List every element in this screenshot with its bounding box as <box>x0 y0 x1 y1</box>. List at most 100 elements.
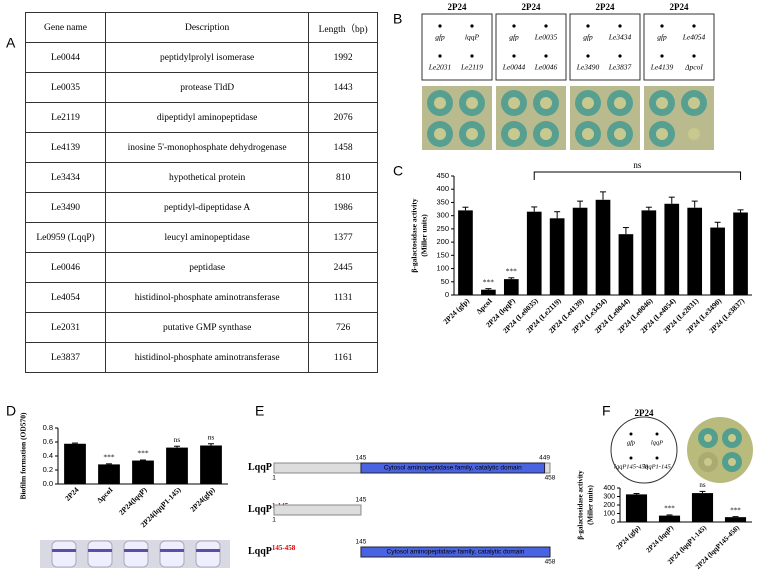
spot-label: Le2119 <box>460 63 483 72</box>
spot-dot <box>470 24 474 28</box>
table-cell: 1986 <box>308 192 378 223</box>
bar <box>658 515 681 522</box>
biofilm-ring <box>196 549 220 552</box>
bar <box>481 289 496 295</box>
y-tick-label: 400 <box>603 485 615 492</box>
plate-title: 2P24 <box>448 2 467 12</box>
error-bar <box>577 200 584 208</box>
biofilm-ring <box>88 549 112 552</box>
colony <box>614 128 626 140</box>
spot-dot <box>544 24 548 28</box>
error-bar <box>691 200 698 208</box>
x-tick-label: 2P24 (gfp) <box>615 523 643 551</box>
plate-scheme <box>569 13 641 81</box>
bar <box>724 517 747 522</box>
spot-dot <box>655 456 659 460</box>
bar <box>526 211 542 295</box>
colony <box>704 458 712 466</box>
spot-label: Le4054 <box>682 33 706 42</box>
table-cell: 1443 <box>308 72 378 103</box>
spot-dot <box>618 24 622 28</box>
plate-title: 2P24 <box>670 2 689 12</box>
plate-title: 2P24 <box>522 2 541 12</box>
domain-box <box>360 462 546 474</box>
spot-label: Le0035 <box>534 33 558 42</box>
bracket-label: ns <box>633 160 642 170</box>
panel-label: F <box>602 403 611 419</box>
colony <box>656 97 668 109</box>
y-axis-label: (Miller units) <box>587 484 595 524</box>
spot-label: lqqP <box>465 33 480 42</box>
significance-label: *** <box>483 277 495 286</box>
error-bar <box>714 221 721 228</box>
y-tick-label: 0.0 <box>43 479 53 488</box>
plate-title: 2P24 <box>596 2 615 12</box>
y-axis-label: Biofilm formation (OD570) <box>19 412 28 500</box>
tube <box>159 540 185 568</box>
error-bar <box>737 209 744 213</box>
table-cell: 726 <box>308 312 378 343</box>
colony <box>540 97 552 109</box>
x-tick-label: ΔpcoI <box>474 296 494 316</box>
spot-label: gfp <box>435 33 445 42</box>
spot-dot <box>438 54 442 58</box>
significance-label: *** <box>506 267 518 276</box>
spot-dot <box>544 54 548 58</box>
error-bar <box>600 191 606 200</box>
y-tick-label: 0.4 <box>43 451 53 460</box>
error-bar <box>174 445 180 448</box>
plate-photo <box>687 417 753 483</box>
y-tick-label: 0.8 <box>43 423 53 432</box>
error-bar <box>208 443 214 446</box>
colony <box>728 458 736 466</box>
table-row: Le3434 hypothetical protein 810 <box>25 162 378 193</box>
colony <box>508 97 520 109</box>
y-tick-label: 250 <box>436 224 449 233</box>
significance-label: ns <box>208 432 215 441</box>
construct-bar <box>273 504 362 516</box>
error-bar <box>462 206 469 211</box>
spot-label: Le3434 <box>608 33 632 42</box>
table-cell: Le3434 <box>25 162 106 193</box>
y-tick-label: 300 <box>603 493 615 500</box>
panel-label: C <box>393 163 403 179</box>
bar <box>166 447 188 484</box>
colony <box>688 128 700 140</box>
y-tick-label: 50 <box>441 277 449 286</box>
colony <box>728 434 736 442</box>
x-tick-label: 2P24 (lqqP) <box>645 523 676 554</box>
panel-label: E <box>255 403 264 419</box>
construct-name: LqqP145-458 <box>248 544 296 558</box>
y-tick-label: 300 <box>436 211 449 220</box>
spot-dot <box>586 24 590 28</box>
table-row: Le3837 histidinol-phosphate aminotransfer… <box>25 342 378 373</box>
spot-dot <box>692 24 696 28</box>
colony <box>582 97 594 109</box>
error-bar <box>666 514 673 516</box>
position-label: 1 <box>272 517 276 524</box>
table-cell: putative GMP synthase <box>104 312 310 343</box>
bar <box>733 212 748 295</box>
construct-name-text: LqqP <box>248 462 272 473</box>
bar <box>664 203 680 295</box>
colony <box>466 97 478 109</box>
position-label: 145 <box>356 497 367 504</box>
spot-dot <box>470 54 474 58</box>
table-cell: Le0959 (LqqP) <box>25 222 106 253</box>
spot-dot <box>692 54 696 58</box>
position-label: 458 <box>545 475 556 482</box>
panel-label: D <box>6 403 16 419</box>
y-axis-label: (Miller units) <box>420 214 429 257</box>
significance-label: *** <box>137 449 149 458</box>
error-bar <box>508 277 515 280</box>
tube <box>87 540 113 568</box>
table-row: Le3490 peptidyl-dipeptidase A 1986 <box>25 192 378 223</box>
colony <box>582 128 594 140</box>
spot-label: Le3490 <box>576 63 600 72</box>
y-tick-label: 350 <box>436 197 449 206</box>
bar <box>687 207 703 295</box>
spot-dot <box>586 54 590 58</box>
bar <box>458 210 473 295</box>
x-tick-label: 2P24 (gfp) <box>441 296 471 326</box>
